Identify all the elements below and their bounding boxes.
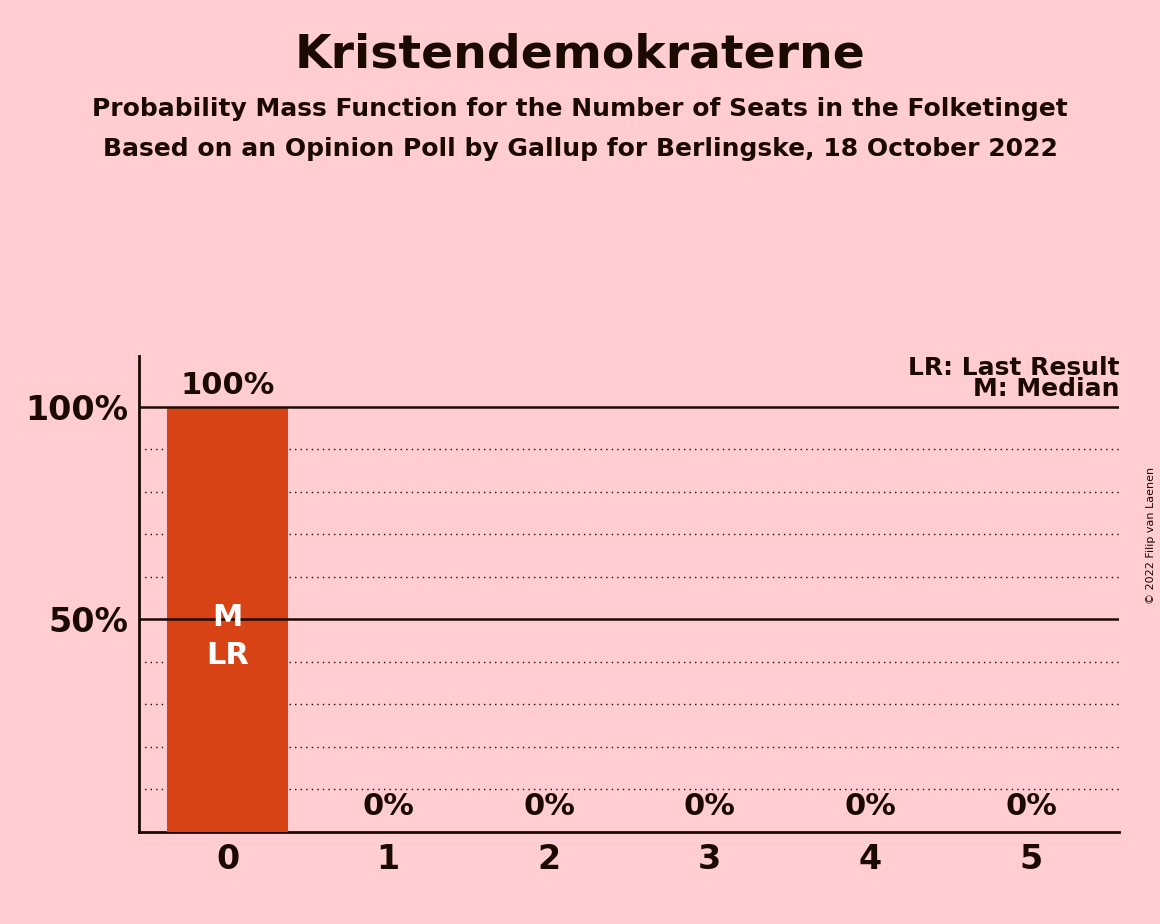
Text: LR: Last Result: LR: Last Result bbox=[908, 356, 1119, 380]
Text: 100%: 100% bbox=[181, 371, 275, 400]
Text: 0%: 0% bbox=[523, 792, 575, 821]
Bar bbox=[167, 407, 288, 832]
Text: 0%: 0% bbox=[844, 792, 897, 821]
Text: 0%: 0% bbox=[1005, 792, 1057, 821]
Text: M: Median: M: Median bbox=[973, 377, 1119, 401]
Text: Kristendemokraterne: Kristendemokraterne bbox=[295, 32, 865, 78]
Text: M
LR: M LR bbox=[206, 602, 249, 670]
Text: Probability Mass Function for the Number of Seats in the Folketinget: Probability Mass Function for the Number… bbox=[92, 97, 1068, 121]
Text: Based on an Opinion Poll by Gallup for Berlingske, 18 October 2022: Based on an Opinion Poll by Gallup for B… bbox=[102, 137, 1058, 161]
Text: 0%: 0% bbox=[362, 792, 414, 821]
Text: © 2022 Filip van Laenen: © 2022 Filip van Laenen bbox=[1146, 468, 1155, 604]
Text: 0%: 0% bbox=[683, 792, 735, 821]
